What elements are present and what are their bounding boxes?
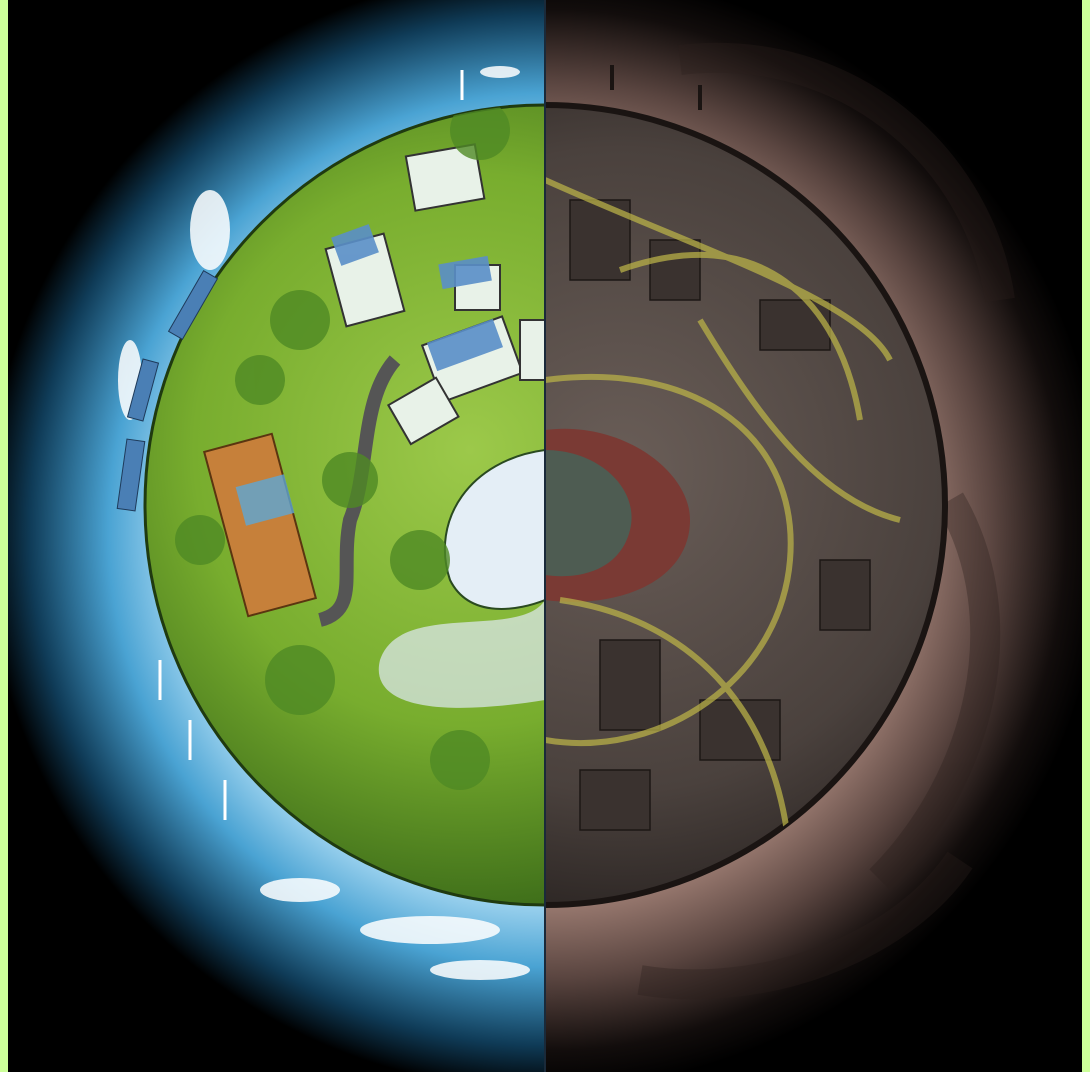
clouds (118, 66, 530, 980)
dark-half (545, 0, 1082, 1072)
green-details (175, 105, 545, 790)
smoke-swirls (637, 42, 1015, 1000)
green-half (8, 0, 545, 1072)
dark-details (545, 177, 901, 861)
highways (545, 177, 901, 861)
wind-turbines (158, 70, 464, 820)
chimneys (610, 65, 702, 110)
solar-panels (116, 270, 219, 512)
